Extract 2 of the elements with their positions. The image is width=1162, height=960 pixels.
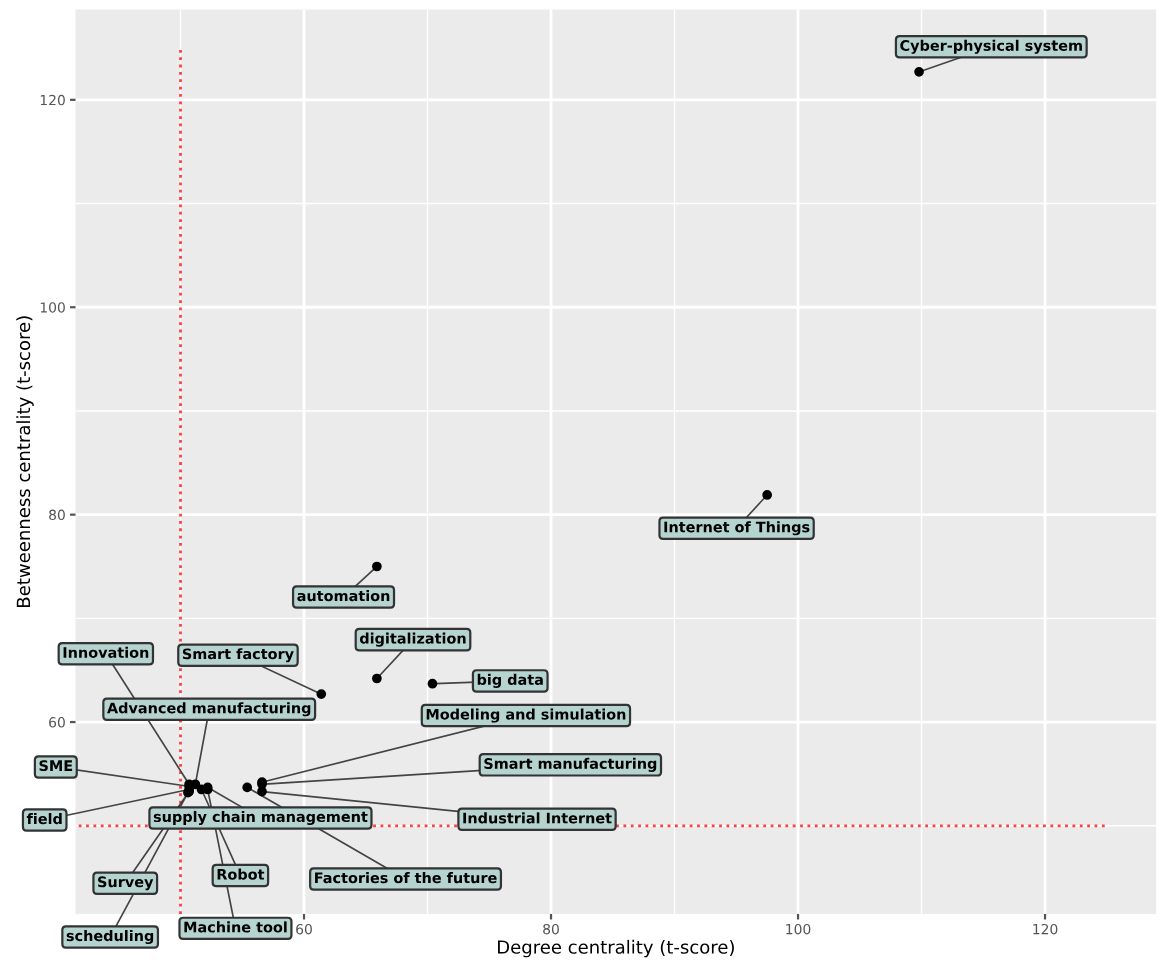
- x-axis-title: Degree centrality (t-score): [498, 939, 734, 958]
- y-axis-title: Betweenness centrality (t-score): [16, 316, 34, 607]
